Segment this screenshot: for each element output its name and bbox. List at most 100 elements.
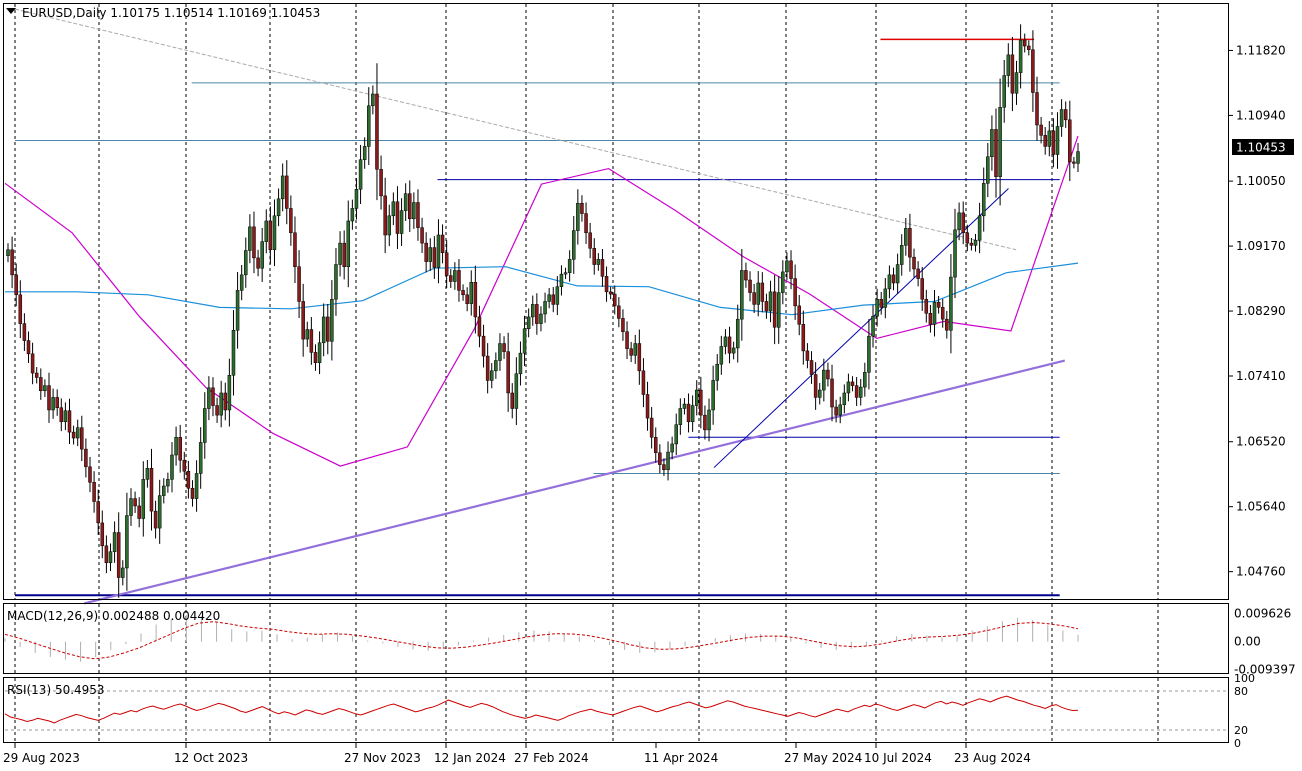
x-tick-label: 12 Oct 2023 — [174, 751, 248, 765]
candle-body — [904, 228, 908, 246]
candle-body — [506, 351, 510, 394]
candle-body — [986, 156, 990, 184]
candle-body — [563, 272, 568, 275]
candle-body — [731, 347, 736, 354]
candle-body — [428, 247, 433, 262]
rsi-levels — [5, 690, 1228, 731]
symbol-header: EURUSD,Daily 1.10175 1.10514 1.10169 1.1… — [22, 6, 320, 20]
candle-body — [39, 377, 43, 392]
candle-body — [928, 313, 933, 325]
candle-body — [256, 257, 260, 269]
candle-body — [280, 175, 285, 200]
candle-body — [145, 468, 150, 480]
candle-body — [817, 389, 822, 398]
candle-body — [125, 515, 129, 569]
candle-body — [567, 259, 572, 273]
candle-body — [174, 437, 178, 456]
candle-body — [178, 437, 182, 461]
candle-body — [858, 386, 863, 398]
candle-body — [477, 316, 482, 337]
candle-body — [248, 226, 252, 251]
candle-body — [149, 468, 154, 512]
candle-body — [809, 360, 814, 375]
candle-body — [547, 294, 551, 302]
candle-body — [18, 294, 23, 324]
y-tick-label: 1.06520 — [1236, 435, 1286, 449]
rsi-tick-label: 80 — [1234, 685, 1248, 698]
candle-body — [321, 316, 326, 344]
macd-tick-label: 0.009626 — [1234, 606, 1291, 620]
candle-body — [1035, 92, 1039, 126]
candle-body — [715, 363, 719, 381]
candle-body — [186, 470, 191, 489]
candle-body — [699, 389, 703, 416]
x-tick-label: 10 Jul 2024 — [864, 751, 932, 765]
candle-body — [887, 274, 892, 290]
candle-body — [133, 498, 137, 507]
candle-body — [207, 387, 211, 409]
candle-body — [641, 370, 646, 395]
candle-body — [592, 248, 596, 265]
candle-body — [990, 129, 994, 157]
candle-body — [112, 532, 117, 552]
y-tick-label: 1.10940 — [1236, 108, 1286, 122]
candle-body — [129, 498, 133, 516]
candle-body — [653, 437, 658, 454]
trendline — [14, 8, 1017, 251]
candle-body — [473, 282, 478, 318]
candle-body — [272, 215, 277, 251]
candle-body — [617, 305, 621, 319]
candle-body — [965, 232, 970, 244]
candle-body — [735, 318, 740, 349]
time-axis[interactable]: 29 Aug 2023 12 Oct 2023 27 Nov 2023 12 Jan … — [3, 743, 1031, 765]
price-axis[interactable]: 1.11820 1.10940 1.10050 1.09170 1.08290 1.074… — [1228, 43, 1286, 579]
candle-body — [465, 294, 469, 304]
candle-body — [559, 273, 564, 287]
candle-body — [608, 291, 613, 295]
macd-signal — [4, 621, 1079, 660]
trendlines[interactable] — [14, 8, 1066, 605]
candle-body — [96, 501, 100, 524]
candle-body — [387, 215, 392, 236]
y-tick-label: 1.10050 — [1236, 174, 1286, 188]
macd-tick-label: -0.009397 — [1234, 662, 1296, 676]
y-tick-label: 1.05640 — [1236, 500, 1286, 514]
candle-body — [362, 146, 367, 160]
macd-axis: 0.009626 0.00 -0.009397 — [1234, 606, 1296, 676]
candle-body — [354, 188, 359, 209]
candle-body — [260, 241, 264, 269]
candle-body — [338, 242, 342, 265]
candle-body — [121, 567, 125, 578]
candle-body — [309, 329, 314, 353]
candle-body — [502, 343, 506, 352]
candle-body — [596, 259, 601, 265]
candle-body — [43, 385, 47, 392]
candle-body — [629, 348, 633, 356]
candle-body — [346, 220, 351, 267]
candle-body — [961, 212, 965, 234]
candle-body — [326, 316, 330, 342]
candle-body — [268, 220, 273, 251]
candle-body — [711, 380, 715, 411]
candle-body — [47, 385, 51, 411]
macd-pane[interactable]: 0.009626 0.00 -0.009397 MACD(12,26,9) 0.00… — [4, 606, 1296, 676]
candle-body — [625, 331, 629, 349]
y-tick-label: 1.08290 — [1236, 304, 1286, 318]
candle-body — [826, 369, 830, 380]
candle-body — [740, 270, 744, 320]
menu-triangle-icon[interactable] — [6, 8, 16, 14]
candle-body — [793, 278, 797, 307]
candle-body — [198, 442, 203, 474]
candle-body — [203, 408, 207, 443]
candle-body — [555, 286, 560, 305]
candle-body — [59, 407, 64, 423]
candle-body — [252, 226, 256, 259]
price-pane[interactable]: 1.11820 1.10940 1.10050 1.09170 1.08290 1.074… — [4, 8, 1286, 605]
candle-body — [100, 522, 105, 547]
rsi-title: RSI(13) 50.4953 — [7, 683, 105, 697]
candle-body — [785, 260, 789, 273]
candle-body — [416, 202, 420, 228]
